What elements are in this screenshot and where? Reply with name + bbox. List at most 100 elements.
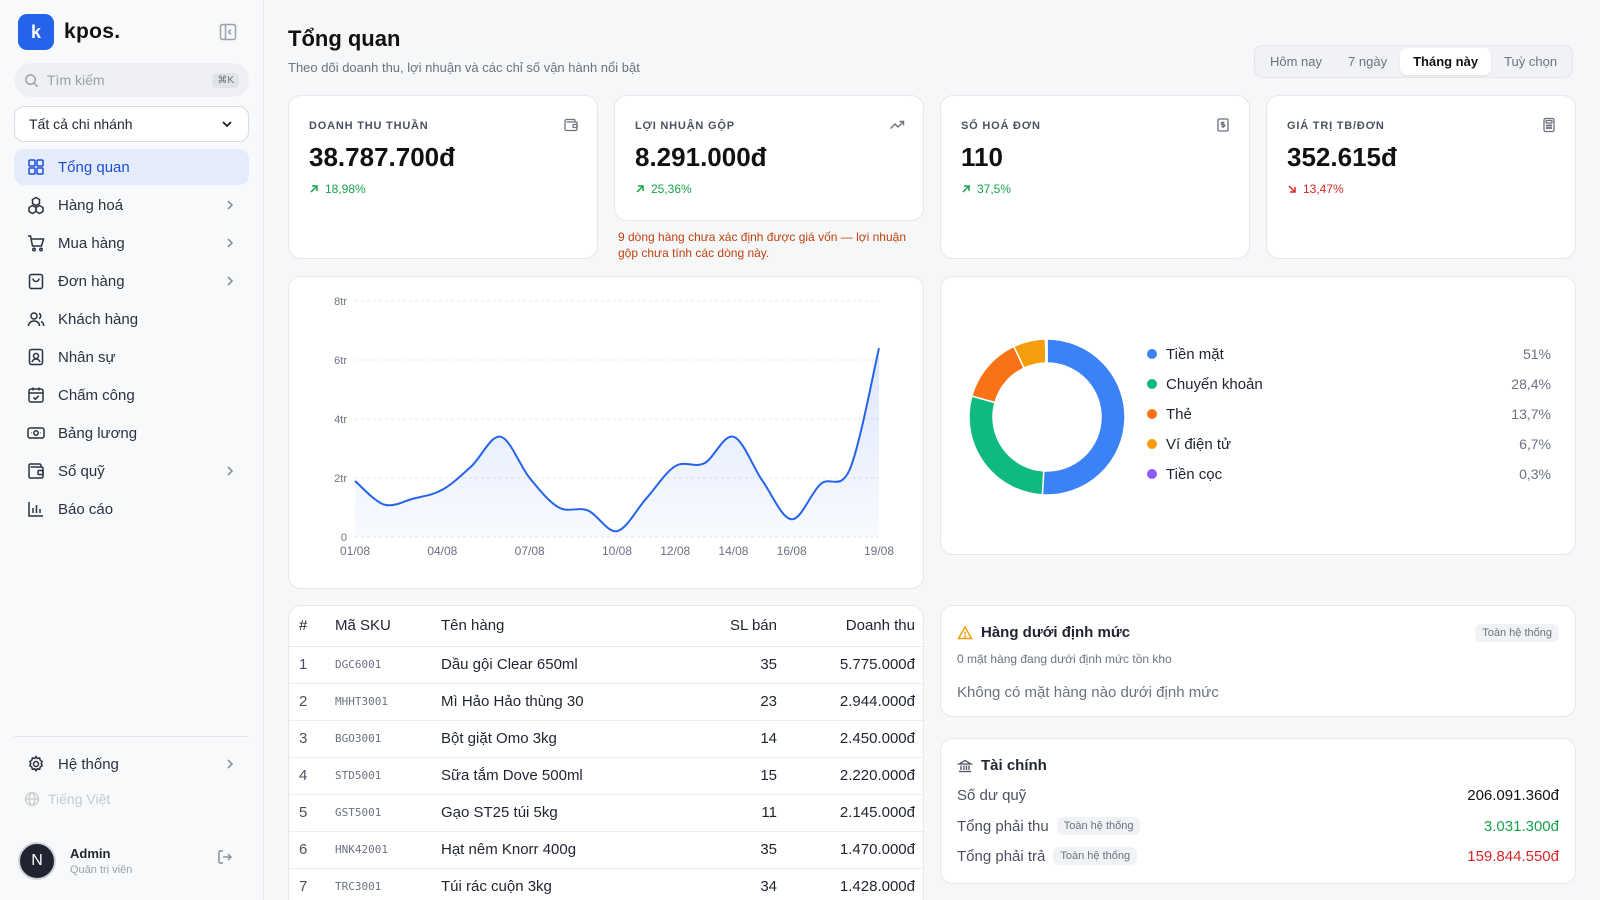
users-icon (27, 312, 45, 327)
x-tick-label: 19/08 (864, 544, 894, 558)
kpi-delta: 37,5% (961, 182, 1011, 196)
search-icon (25, 73, 39, 87)
branch-select[interactable]: Tất cả chi nhánh (14, 106, 249, 142)
sidebar-item-bang-luong[interactable]: Bảng lương (14, 415, 249, 451)
data-point (440, 488, 444, 492)
logout-icon[interactable] (216, 848, 234, 866)
calendar-check-icon (28, 387, 44, 403)
range-custom-button[interactable]: Tuỳ chọn (1504, 54, 1558, 69)
cell-sku: DGC6001 (335, 646, 441, 684)
kpi-delta: 25,36% (635, 182, 692, 196)
data-point (499, 435, 503, 439)
donut-slice[interactable] (1044, 338, 1048, 364)
cell-index: 7 (289, 868, 335, 900)
data-point (790, 517, 794, 521)
kpi-card-gross-profit: LỢI NHUẬN GỘP 8.291.000đ 25,36% (614, 95, 924, 221)
kpi-delta-value: 37,5% (977, 182, 1012, 196)
sidebar-item-label: Sổ quỹ (58, 462, 105, 480)
sidebar-item-label: Đơn hàng (58, 272, 125, 290)
kpi-delta-value: 13,47% (1303, 182, 1344, 196)
range-today-button[interactable]: Hôm nay (1270, 54, 1323, 69)
sidebar-item-cham-cong[interactable]: Chấm công (14, 377, 249, 413)
cell-quantity: 35 (677, 831, 777, 869)
legend-swatch (1147, 379, 1157, 389)
sidebar-system: Hệ thống (14, 746, 249, 784)
donut-slice[interactable] (1041, 338, 1126, 496)
data-point (761, 479, 765, 483)
sidebar-item-label: Khách hàng (58, 310, 139, 328)
kpi-label: SỐ HOÁ ĐƠN (961, 120, 1041, 132)
table-row[interactable]: 4 STD5001 Sữa tắm Dove 500ml 15 2.220.000đ (289, 757, 923, 795)
table-row[interactable]: 2 MHHT3001 Mì Hảo Hảo thùng 30 23 2.944.000đ (289, 683, 923, 721)
table-row[interactable]: 7 TRC3001 Túi rác cuộn 3kg 34 1.428.000đ (289, 868, 923, 900)
chevron-right-icon (227, 200, 234, 210)
language-switch[interactable]: Tiếng Việt (24, 791, 110, 807)
data-point (644, 497, 648, 501)
sidebar-item-label: Bảng lương (58, 424, 138, 442)
kpi-value: 352.615đ (1287, 142, 1397, 172)
donut-slice[interactable] (968, 395, 1045, 496)
range-7-days-button[interactable]: 7 ngày (1348, 54, 1388, 69)
kpi-value: 38.787.700đ (309, 142, 456, 172)
chevron-right-icon (227, 276, 234, 286)
table-row[interactable]: 3 BGO3001 Bột giặt Omo 3kg 14 2.450.000đ (289, 720, 923, 758)
cell-index: 2 (289, 683, 335, 721)
revenue-line (354, 347, 880, 533)
cell-revenue: 2.944.000đ (777, 683, 923, 721)
sidebar: k kpos. Tìm kiếm ⌘K Tất cả chi nhánh Tổn… (0, 0, 264, 900)
table-row[interactable]: 1 DGC6001 Dầu gội Clear 650ml 35 5.775.000đ (289, 646, 923, 684)
legend-value: 28,4% (1511, 376, 1551, 392)
page-title: Tổng quan (288, 26, 401, 51)
user-profile[interactable]: N Admin Quản trị viên (18, 842, 132, 880)
finance-row-value: 206.091.360đ (1467, 787, 1559, 804)
legend-entry: Thẻ 13,7% (1147, 399, 1551, 429)
chevron-down-icon (222, 121, 232, 128)
finance-row-label: Tổng phải thu Toàn hệ thống (957, 817, 1141, 835)
sidebar-item-hang-hoa[interactable]: Hàng hoá (14, 187, 249, 223)
sidebar-item-bao-cao[interactable]: Báo cáo (14, 491, 249, 527)
cell-quantity: 14 (677, 720, 777, 758)
x-tick-label: 07/08 (515, 544, 545, 558)
search-input[interactable]: Tìm kiếm ⌘K (14, 63, 249, 97)
finance-row-receivable: Tổng phải thu Toàn hệ thống 3.031.300đ (957, 817, 1559, 835)
sidebar-item-he-thong[interactable]: Hệ thống (14, 746, 249, 782)
data-point (819, 482, 823, 486)
sidebar-divider (14, 736, 249, 737)
brand[interactable]: k kpos. (18, 14, 120, 50)
cell-name: Bột giặt Omo 3kg (441, 720, 677, 758)
cell-index: 1 (289, 646, 335, 684)
calculator-icon (1543, 117, 1555, 133)
x-tick-label: 04/08 (427, 544, 457, 558)
table-row[interactable]: 6 HNK42001 Hạt nêm Knorr 400g 35 1.470.000đ (289, 831, 923, 869)
payment-method-card: Tiền mặt 51% Chuyển khoản 28,4% Thẻ 13,7% Ví đ… (940, 276, 1576, 555)
chevron-right-icon (227, 759, 234, 769)
sidebar-collapse-icon[interactable] (218, 22, 238, 42)
warning-icon (957, 624, 973, 639)
data-point (557, 506, 561, 510)
sidebar-item-label: Chấm công (58, 386, 135, 404)
kpi-label: DOANH THU THUẦN (309, 120, 429, 132)
sidebar-item-so-quy[interactable]: Sổ quỹ (14, 453, 249, 489)
sidebar-nav: Tổng quan Hàng hoá Mua hàng Đơn hàng Khá… (14, 149, 249, 529)
column-header-quantity: SL bán (677, 606, 777, 647)
sidebar-item-mua-hang[interactable]: Mua hàng (14, 225, 249, 261)
data-point (528, 476, 532, 480)
cell-name: Dầu gội Clear 650ml (441, 646, 677, 684)
finance-row-label-text: Tổng phải thu (957, 817, 1049, 835)
sidebar-item-tong-quan[interactable]: Tổng quan (14, 149, 249, 185)
range-this-month-button[interactable]: Tháng này (1400, 48, 1492, 75)
table-row[interactable]: 5 GST5001 Gạo ST25 túi 5kg 11 2.145.000đ (289, 794, 923, 832)
cell-name: Hạt nêm Knorr 400g (441, 831, 677, 869)
banknote-icon (27, 427, 45, 439)
sidebar-item-don-hang[interactable]: Đơn hàng (14, 263, 249, 299)
finance-row-label-text: Tổng phải trả (957, 847, 1046, 865)
sidebar-item-label: Hệ thống (58, 755, 119, 773)
wallet-icon (28, 463, 44, 479)
x-tick-label: 16/08 (777, 544, 807, 558)
donut-slice[interactable] (970, 345, 1026, 404)
sidebar-item-khach-hang[interactable]: Khách hàng (14, 301, 249, 337)
finance-row-label-text: Số dư quỹ (957, 787, 1027, 804)
sidebar-item-nhan-su[interactable]: Nhân sự (14, 339, 249, 375)
kpi-delta: 13,47% (1287, 182, 1344, 196)
cell-index: 6 (289, 831, 335, 869)
